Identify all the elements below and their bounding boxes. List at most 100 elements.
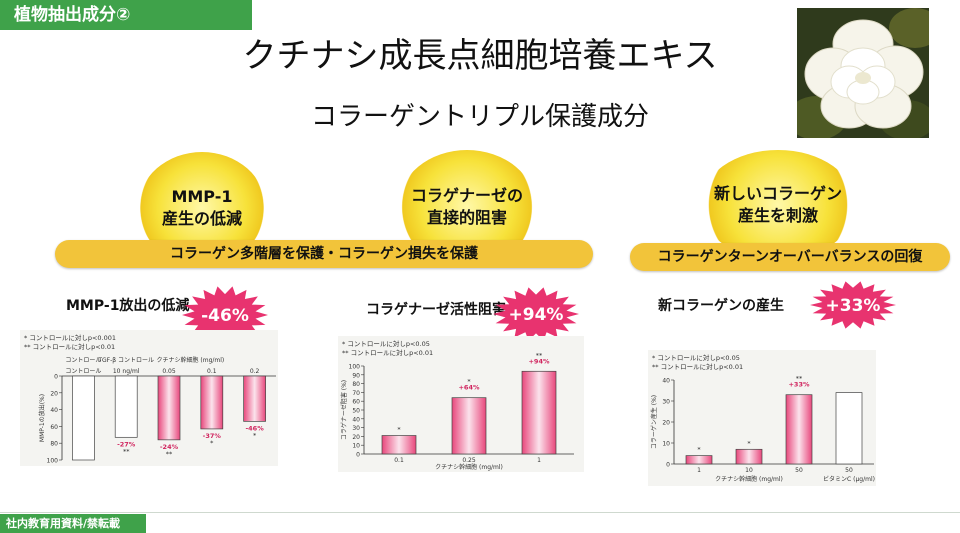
category-label: 0.2 — [250, 368, 260, 375]
data-label: +33% — [788, 381, 809, 389]
bar — [835, 392, 863, 465]
y-tick-label: 20 — [662, 420, 670, 427]
y-axis-label: MMP-1の放出(%) — [38, 394, 46, 442]
y-tick-label: 30 — [352, 425, 360, 432]
significance-mark: * — [747, 439, 751, 447]
category-label: 0.1 — [394, 457, 404, 464]
y-tick-label: 30 — [662, 399, 670, 406]
chart2-svg: * コントロールに対しp<0.05** コントロールに対しp<0.01 0 10 20… — [340, 339, 574, 471]
bar — [200, 375, 224, 430]
chart1-panel: * コントロールに対しp<0.001 ** コントロールに対しp<0.01 0 20 4… — [20, 330, 278, 466]
circle-label: 新しいコラーゲン 産生を刺激 — [713, 184, 842, 225]
banner-right: コラーゲンターンオーバーバランスの回復 — [630, 243, 950, 271]
significance-mark: * — [467, 378, 471, 386]
burst-badge-1: -46% — [182, 286, 268, 344]
x-axis-label-2: ビタミンC (μg/ml) — [823, 475, 875, 483]
chart3-panel: * コントロールに対しp<0.05 ** コントロールに対しp<0.01 0 10 20… — [648, 350, 876, 486]
bar — [735, 448, 763, 465]
bar — [521, 370, 557, 455]
y-tick-label: 10 — [662, 441, 670, 448]
chart3-title: 新コラーゲンの産生 — [658, 298, 784, 314]
badge-value: +94% — [509, 305, 564, 325]
y-tick-label: 40 — [50, 407, 58, 414]
chart1-title: MMP-1放出の低減 — [66, 298, 190, 314]
category-label: 50 — [845, 467, 853, 474]
category-label: 50 — [795, 467, 803, 474]
bar — [243, 375, 266, 422]
significance-mark: * — [210, 439, 214, 447]
bar — [72, 375, 95, 461]
data-label: +64% — [458, 384, 479, 392]
y-tick-label: 40 — [352, 416, 360, 423]
banner-left: コラーゲン多階層を保護・コラーゲン損失を保護 — [55, 240, 593, 268]
y-tick-label: 40 — [662, 378, 670, 385]
y-tick-label: 100 — [349, 364, 361, 371]
x-axis-label: クチナシ幹細胞 (mg/ml) — [715, 475, 783, 483]
significance-mark: ** — [123, 447, 130, 455]
circle-label: MMP-1 産生の低減 — [161, 187, 242, 228]
significance-mark: ** — [796, 375, 803, 383]
data-label: -37% — [203, 432, 222, 440]
y-axis-label: コラゲナーゼ阻害 (%) — [340, 380, 348, 440]
y-tick-label: 0 — [666, 462, 670, 469]
y-tick-label: 80 — [352, 381, 360, 388]
bar — [114, 375, 138, 438]
y-tick-label: 90 — [352, 372, 360, 379]
data-label: -46% — [245, 424, 264, 432]
y-tick-label: 20 — [50, 390, 58, 397]
circle-label: コラゲナーゼの 直接的阻害 — [410, 186, 523, 227]
badge-value: +33% — [826, 296, 881, 316]
category-label: 10 — [745, 467, 753, 474]
burst-badge-2: +94% — [493, 287, 579, 341]
chart2-title: コラゲナーゼ活性阻害 — [366, 302, 506, 318]
burst-badge-3: +33% — [810, 281, 896, 329]
category-label: コントロール — [65, 368, 101, 375]
significance-mark: ** — [166, 450, 173, 458]
y-tick-label: 70 — [352, 390, 360, 397]
y-tick-label: 60 — [352, 399, 360, 406]
y-tick-label: 80 — [50, 441, 58, 448]
y-tick-label: 60 — [50, 424, 58, 431]
chart-note: ** コントロールに対しp<0.01 — [24, 342, 115, 351]
section-tag: 植物抽出成分② — [0, 0, 252, 30]
chart-note: ** コントロールに対しp<0.01 — [652, 362, 743, 371]
category-label: 1 — [697, 467, 701, 474]
footer-divider — [0, 512, 960, 513]
y-axis-label: コラーゲン産生 (%) — [650, 395, 658, 449]
y-tick-label: 0 — [54, 374, 58, 381]
chart-note: ** コントロールに対しp<0.01 — [342, 348, 433, 357]
category-label: 0.1 — [207, 368, 217, 375]
group-label: TGF-β コントロール — [97, 357, 154, 364]
badge-value: -46% — [201, 306, 249, 326]
y-tick-label: 50 — [352, 408, 360, 415]
new-collagen-circle: 新しいコラーゲン 産生を刺激 — [700, 150, 856, 260]
bar — [785, 394, 813, 465]
chart2-panel: * コントロールに対しp<0.05 ** コントロールに対しp<0.01 0 10 20… — [338, 336, 584, 472]
group-label: コントロール — [65, 357, 101, 364]
bar — [157, 375, 181, 441]
chart-note: * コントロールに対しp<0.05 — [342, 339, 430, 348]
y-tick-label: 10 — [352, 443, 360, 450]
bar — [381, 435, 417, 455]
significance-mark: ** — [536, 351, 543, 359]
category-label: 0.05 — [162, 368, 176, 375]
x-axis-label: クチナシ幹細胞 (mg/ml) — [435, 463, 503, 471]
y-tick-label: 0 — [356, 452, 360, 459]
data-label: -24% — [160, 443, 179, 451]
page-subtitle: コラーゲントリプル保護成分 — [310, 102, 649, 132]
bar — [451, 397, 487, 455]
chart1-svg: * コントロールに対しp<0.001** コントロールに対しp<0.01 0 20 4… — [24, 333, 276, 465]
chart3-svg: * コントロールに対しp<0.05** コントロールに対しp<0.01 0 10 20… — [650, 353, 875, 483]
category-label: 0.25 — [462, 457, 476, 464]
significance-mark: * — [253, 431, 257, 439]
significance-mark: * — [697, 446, 701, 454]
group-label: クチナシ幹細胞 (mg/ml) — [157, 356, 225, 364]
data-label: -27% — [117, 440, 136, 448]
footer-tag: 社内教育用資料/禁転載 — [0, 514, 146, 533]
y-tick-label: 100 — [47, 458, 59, 465]
data-label: +94% — [528, 357, 549, 365]
chart-note: * コントロールに対しp<0.05 — [652, 353, 740, 362]
significance-mark: * — [397, 426, 401, 434]
page-title: クチナシ成長点細胞培養エキス — [242, 36, 718, 76]
y-tick-label: 20 — [352, 434, 360, 441]
